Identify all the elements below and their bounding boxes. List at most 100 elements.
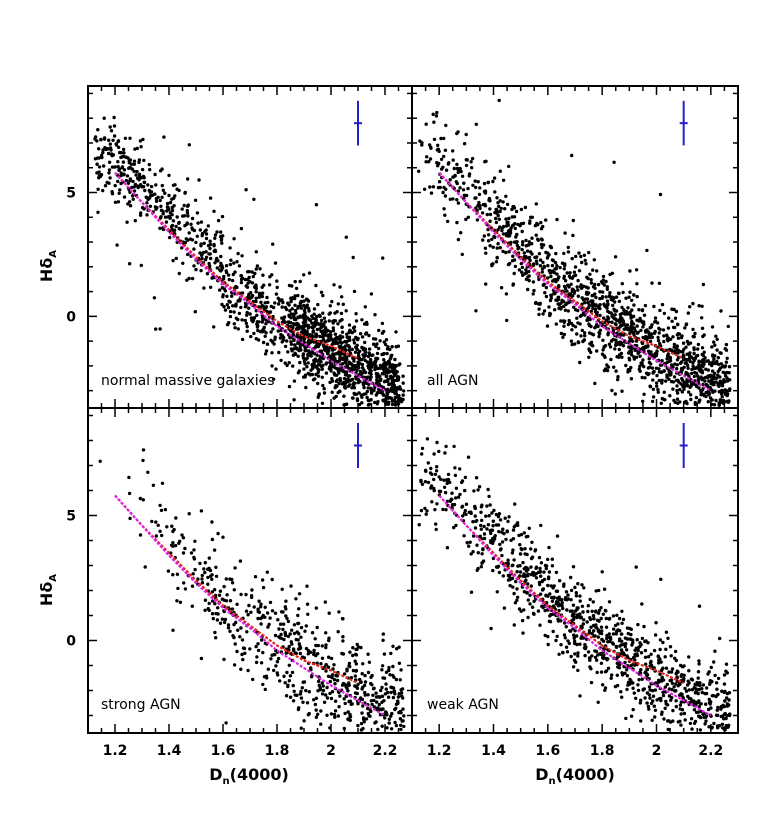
data-point bbox=[538, 570, 542, 574]
data-point bbox=[504, 250, 508, 255]
y-tick-label: 5 bbox=[66, 186, 76, 202]
data-point bbox=[533, 255, 537, 260]
data-point bbox=[706, 374, 710, 378]
data-point bbox=[329, 712, 334, 716]
data-point bbox=[696, 670, 701, 674]
data-point bbox=[456, 170, 460, 175]
data-point bbox=[470, 156, 475, 161]
data-point bbox=[220, 302, 224, 307]
data-point bbox=[332, 712, 337, 717]
data-point bbox=[263, 301, 267, 305]
data-point bbox=[501, 232, 506, 236]
data-point bbox=[333, 356, 337, 361]
data-point bbox=[292, 631, 297, 636]
data-point bbox=[647, 685, 652, 689]
data-point bbox=[724, 662, 729, 666]
data-point bbox=[696, 347, 700, 351]
data-point bbox=[225, 294, 229, 298]
data-point bbox=[387, 382, 391, 387]
data-point bbox=[260, 638, 264, 642]
data-point bbox=[309, 668, 313, 672]
data-point bbox=[310, 321, 314, 325]
data-point bbox=[578, 642, 582, 646]
data-point bbox=[573, 585, 577, 590]
data-point bbox=[296, 315, 300, 320]
data-point bbox=[554, 298, 558, 302]
data-point bbox=[350, 702, 354, 706]
data-point bbox=[576, 668, 580, 673]
data-point bbox=[555, 534, 560, 538]
data-point bbox=[488, 219, 492, 223]
data-point bbox=[689, 677, 694, 681]
data-point bbox=[480, 211, 485, 215]
data-point bbox=[622, 653, 626, 657]
data-point bbox=[599, 616, 603, 621]
data-point bbox=[324, 645, 328, 650]
data-point bbox=[647, 707, 651, 711]
data-point bbox=[492, 234, 496, 239]
data-point bbox=[399, 723, 403, 727]
data-point bbox=[662, 390, 666, 394]
data-point bbox=[548, 270, 553, 274]
data-point bbox=[495, 255, 499, 260]
data-point bbox=[481, 547, 485, 552]
data-point bbox=[324, 631, 328, 635]
data-point bbox=[554, 589, 559, 593]
data-point bbox=[208, 239, 212, 243]
data-point bbox=[691, 364, 695, 368]
data-point bbox=[225, 322, 230, 327]
data-point bbox=[563, 279, 568, 283]
data-point bbox=[98, 459, 102, 463]
data-point bbox=[329, 696, 334, 701]
data-point bbox=[135, 184, 140, 188]
data-point bbox=[690, 382, 694, 386]
data-point bbox=[657, 281, 662, 285]
data-point bbox=[222, 305, 226, 309]
data-point bbox=[252, 316, 257, 320]
data-point bbox=[329, 367, 333, 371]
data-point bbox=[294, 346, 298, 350]
data-point bbox=[474, 185, 478, 190]
data-point bbox=[320, 644, 324, 648]
data-point bbox=[184, 237, 188, 241]
data-point bbox=[564, 645, 569, 649]
data-point bbox=[143, 565, 147, 569]
data-point bbox=[324, 663, 328, 667]
data-point bbox=[658, 672, 662, 676]
data-point bbox=[370, 365, 374, 369]
data-point bbox=[337, 705, 341, 709]
data-point bbox=[289, 584, 293, 588]
data-point bbox=[360, 371, 365, 375]
data-point bbox=[557, 652, 561, 656]
data-point bbox=[392, 371, 396, 375]
data-point bbox=[207, 608, 211, 612]
data-point bbox=[727, 698, 731, 702]
data-point bbox=[426, 461, 430, 465]
data-point bbox=[121, 147, 126, 152]
data-point bbox=[685, 683, 690, 687]
data-point bbox=[245, 270, 250, 274]
data-point bbox=[321, 332, 325, 336]
data-point bbox=[338, 368, 342, 372]
data-point bbox=[601, 656, 605, 660]
data-point bbox=[560, 298, 564, 302]
data-point bbox=[611, 337, 615, 342]
data-point bbox=[507, 216, 511, 221]
data-point bbox=[638, 316, 642, 321]
data-point bbox=[369, 386, 373, 390]
data-point bbox=[390, 353, 394, 357]
data-point bbox=[167, 173, 171, 178]
data-point bbox=[563, 597, 567, 602]
data-point bbox=[701, 353, 705, 357]
data-point bbox=[652, 331, 657, 335]
data-point bbox=[668, 678, 672, 683]
data-point bbox=[487, 494, 491, 499]
data-point bbox=[221, 293, 225, 297]
data-point bbox=[101, 150, 105, 155]
data-point bbox=[653, 320, 657, 324]
data-point bbox=[710, 325, 715, 329]
data-point bbox=[159, 508, 164, 513]
data-point bbox=[549, 274, 553, 279]
data-point bbox=[255, 264, 260, 268]
data-point bbox=[595, 670, 599, 675]
